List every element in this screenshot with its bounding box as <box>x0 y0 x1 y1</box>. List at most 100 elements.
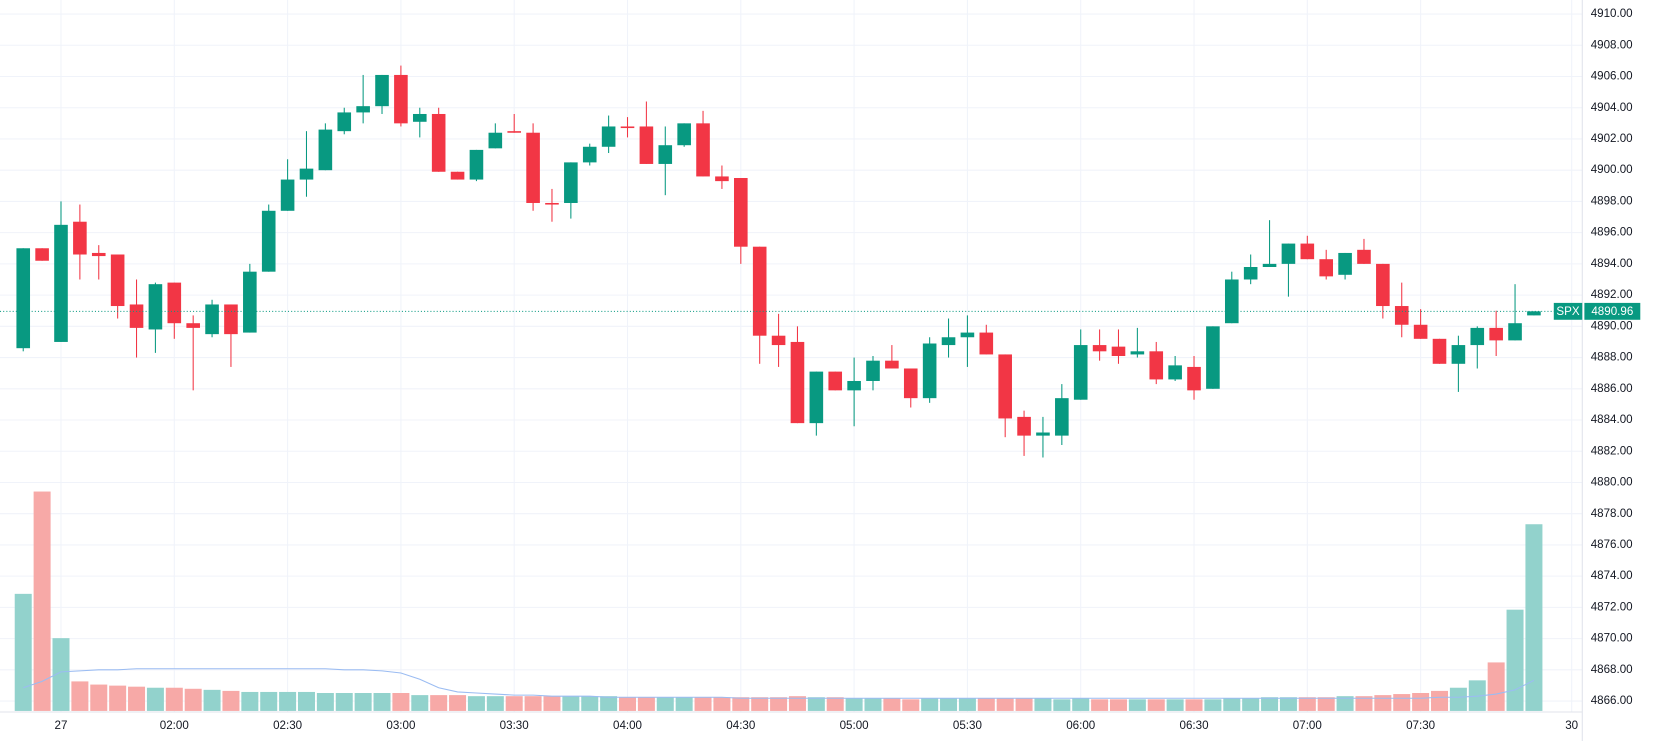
x-tick-label: 03:00 <box>386 719 415 732</box>
volume-bar <box>1034 698 1052 711</box>
x-tick-label: 30 <box>1565 719 1578 732</box>
volume-bar <box>996 698 1014 711</box>
candle-body <box>1394 306 1409 325</box>
y-tick-label: 4892.00 <box>1591 288 1633 301</box>
candle-body <box>488 132 503 149</box>
volume-bar <box>1242 698 1260 711</box>
volume-bar <box>260 691 278 711</box>
volume-bar <box>109 685 127 711</box>
candle-body <box>205 304 219 335</box>
volume-bar <box>807 697 825 711</box>
candle-body <box>148 284 163 330</box>
y-tick-label: 4866.00 <box>1591 694 1633 707</box>
y-tick-label: 4882.00 <box>1591 444 1633 457</box>
volume-bar <box>1431 690 1449 711</box>
candle-body <box>1319 259 1334 277</box>
candle-body <box>752 246 767 336</box>
volume-bar <box>1053 699 1071 711</box>
candle-body <box>1508 323 1522 341</box>
candle-body <box>412 113 427 122</box>
candle-body <box>1206 326 1220 389</box>
y-tick-label: 4886.00 <box>1591 382 1633 395</box>
volume-bar <box>203 689 221 711</box>
volume-bar <box>449 695 467 711</box>
candle-body <box>224 304 238 335</box>
candle-body <box>1073 345 1088 400</box>
volume-bar <box>1374 695 1392 711</box>
volume-bar <box>1317 697 1335 711</box>
candle-body <box>299 168 314 180</box>
last-price-label: 4890.96 <box>1591 305 1633 318</box>
x-tick-label: 27 <box>55 719 68 732</box>
volume-bar <box>543 696 561 711</box>
volume-bar <box>1298 697 1316 711</box>
candle-body <box>16 248 31 349</box>
candle-body <box>1527 311 1541 316</box>
y-tick-label: 4888.00 <box>1591 351 1633 364</box>
volume-bar <box>279 691 297 711</box>
candle-body <box>1262 263 1277 267</box>
volume-bar <box>1525 524 1543 711</box>
candle-body <box>903 368 918 399</box>
volume-bar <box>902 699 920 711</box>
y-tick-label: 4880.00 <box>1591 476 1633 489</box>
grid <box>0 0 1583 712</box>
y-tick-label: 4898.00 <box>1591 194 1633 207</box>
y-tick-label: 4870.00 <box>1591 632 1633 645</box>
candle-body <box>1168 365 1182 380</box>
candle-body <box>620 126 635 129</box>
volume-bar <box>1109 699 1127 711</box>
candle-body <box>1489 327 1503 341</box>
volume-bar <box>1166 699 1184 711</box>
x-tick-label: 03:30 <box>500 719 529 732</box>
candle-body <box>1243 266 1258 280</box>
volume-bar <box>1015 698 1033 711</box>
candle-body <box>771 335 786 346</box>
volume-bar <box>1091 699 1109 711</box>
volume-bar <box>1147 699 1165 711</box>
volume-bar <box>128 686 146 711</box>
volume-bar <box>411 695 429 711</box>
candle-body <box>1055 398 1069 436</box>
volume-bar <box>373 693 391 711</box>
candle-body <box>1376 263 1390 307</box>
volume-bar <box>562 696 580 711</box>
volume-bar <box>354 693 372 711</box>
candle-body <box>601 126 616 147</box>
volume-bar <box>826 697 844 711</box>
volume-bar <box>146 687 164 711</box>
candle-body <box>715 176 729 182</box>
candle-body <box>790 341 805 424</box>
volume-bar <box>940 698 958 711</box>
candle-body <box>54 224 68 342</box>
candle-body <box>1432 338 1447 364</box>
x-tick-label: 02:30 <box>273 719 302 732</box>
candle-body <box>1187 366 1201 391</box>
x-tick-label: 06:30 <box>1180 719 1209 732</box>
volume-bar <box>656 697 674 711</box>
candle-body <box>394 74 408 124</box>
x-tick-label: 04:00 <box>613 719 642 732</box>
candle-body <box>1111 346 1126 356</box>
y-tick-label: 4878.00 <box>1591 507 1633 520</box>
volume-bar <box>1185 699 1203 711</box>
candle-body <box>734 177 748 247</box>
volume-bar <box>637 697 655 711</box>
candle-body <box>280 179 295 211</box>
y-tick-label: 4868.00 <box>1591 663 1633 676</box>
x-tick-label: 06:00 <box>1066 719 1095 732</box>
volume-bar <box>1072 698 1090 711</box>
volume-bar <box>430 695 448 711</box>
volume-bar <box>1128 699 1146 711</box>
volume-bar <box>883 698 901 711</box>
candle-body <box>564 162 578 203</box>
candle-body <box>582 146 597 163</box>
candle-body <box>110 254 125 307</box>
volume-bar <box>165 687 183 711</box>
volume-pane <box>14 491 1543 711</box>
volume-bar <box>33 491 51 711</box>
candle-body <box>1338 252 1352 275</box>
y-tick-label: 4900.00 <box>1591 163 1633 176</box>
candle-body <box>809 371 824 424</box>
